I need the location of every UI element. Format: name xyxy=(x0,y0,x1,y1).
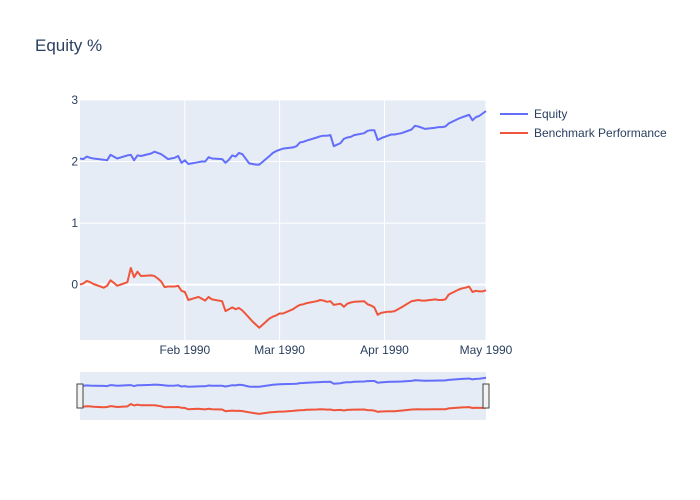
legend-item[interactable]: Equity xyxy=(500,107,567,121)
range-slider-left-handle[interactable] xyxy=(76,383,84,409)
x-tick-label: May 1990 xyxy=(460,343,513,357)
x-axis-ticks: Feb 1990 Mar 1990 Apr 1990 May 1990 xyxy=(160,343,513,357)
y-tick-label: 3 xyxy=(71,93,78,107)
range-slider-line-benchmark xyxy=(79,402,487,415)
plot-area xyxy=(80,100,486,340)
range-slider-background[interactable] xyxy=(80,372,486,420)
y-tick-label: 2 xyxy=(71,155,78,169)
chart-title: Equity % xyxy=(35,36,102,55)
y-gridlines xyxy=(80,99,486,286)
range-slider-lines xyxy=(79,376,487,415)
x-tick-label: Apr 1990 xyxy=(360,343,409,357)
x-tick-label: Feb 1990 xyxy=(160,343,211,357)
legend-label: Benchmark Performance xyxy=(534,126,667,140)
legend-label: Equity xyxy=(534,107,567,121)
range-slider-line-equity xyxy=(79,376,487,388)
y-tick-label: 1 xyxy=(71,216,78,230)
y-tick-label: 0 xyxy=(71,278,78,292)
series-lines xyxy=(79,110,487,329)
series-line-equity xyxy=(79,110,487,166)
legend-item[interactable]: Benchmark Performance xyxy=(500,126,667,140)
x-tick-label: Mar 1990 xyxy=(254,343,305,357)
x-gridlines xyxy=(184,100,487,340)
series-line-benchmark xyxy=(79,267,487,329)
legend[interactable]: Equity Benchmark Performance xyxy=(500,107,667,140)
y-axis-ticks: 3 2 1 0 xyxy=(71,93,78,292)
range-slider-right-handle[interactable] xyxy=(482,383,490,409)
